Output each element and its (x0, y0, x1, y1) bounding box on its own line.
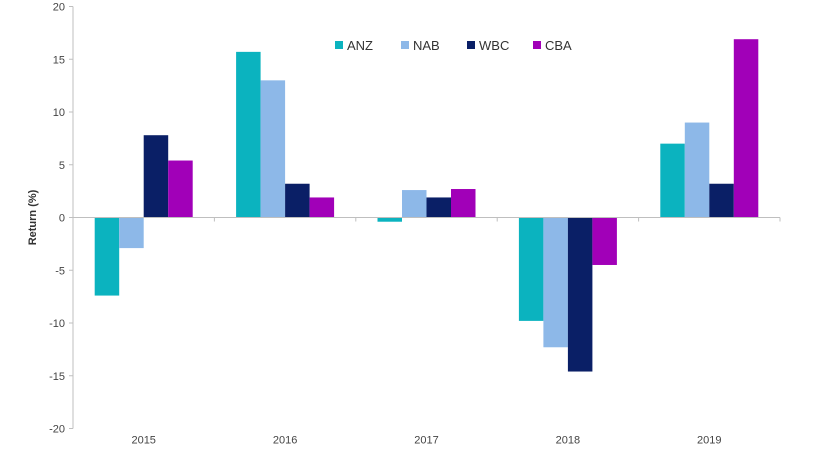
legend-label-anz: ANZ (347, 38, 373, 53)
bar-wbc-2018 (567, 217, 593, 372)
bar-nab-2018 (543, 217, 568, 348)
legend-label-wbc: WBC (479, 38, 509, 53)
bar-nab-2015 (119, 217, 144, 249)
bar-anz-2016 (236, 51, 261, 218)
x-tick-label: 2016 (273, 435, 297, 447)
bar-wbc-2015 (143, 135, 169, 218)
legend-swatch-nab (401, 41, 409, 49)
x-tick-label: 2015 (131, 435, 155, 447)
legend-swatch-cba (533, 41, 541, 49)
y-tick-label: 20 (53, 2, 65, 14)
bar-cba-2019 (733, 39, 759, 218)
legend-label-cba: CBA (545, 38, 572, 53)
y-tick-label: 0 (59, 213, 65, 225)
y-tick-label: -20 (49, 424, 65, 436)
legend-swatch-anz (335, 41, 343, 49)
y-tick-label: -5 (55, 265, 65, 277)
bar-anz-2018 (518, 217, 544, 321)
y-tick-label: -15 (49, 371, 65, 383)
bar-anz-2015 (94, 217, 120, 296)
bar-cba-2016 (309, 197, 335, 218)
bar-cba-2018 (592, 217, 617, 265)
legend-label-nab: NAB (413, 38, 440, 53)
bar-nab-2019 (684, 122, 710, 218)
x-tick-label: 2019 (697, 435, 721, 447)
bar-wbc-2017 (426, 197, 451, 218)
x-tick-label: 2017 (414, 435, 438, 447)
bar-cba-2015 (168, 160, 193, 218)
bar-anz-2019 (660, 143, 685, 218)
y-tick-label: -10 (49, 318, 65, 330)
bar-wbc-2016 (285, 183, 310, 218)
bar-nab-2016 (260, 80, 286, 218)
bar-nab-2017 (402, 190, 427, 218)
y-tick-label: 10 (53, 107, 65, 119)
bar-anz-2017 (377, 217, 402, 222)
y-axis-title: Return (%) (27, 189, 39, 245)
legend-swatch-wbc (467, 41, 475, 49)
bar-cba-2017 (451, 189, 476, 218)
x-tick-label: 2018 (556, 435, 580, 447)
y-tick-label: 5 (59, 160, 65, 172)
bar-wbc-2019 (709, 183, 734, 218)
y-tick-label: 15 (53, 54, 65, 66)
